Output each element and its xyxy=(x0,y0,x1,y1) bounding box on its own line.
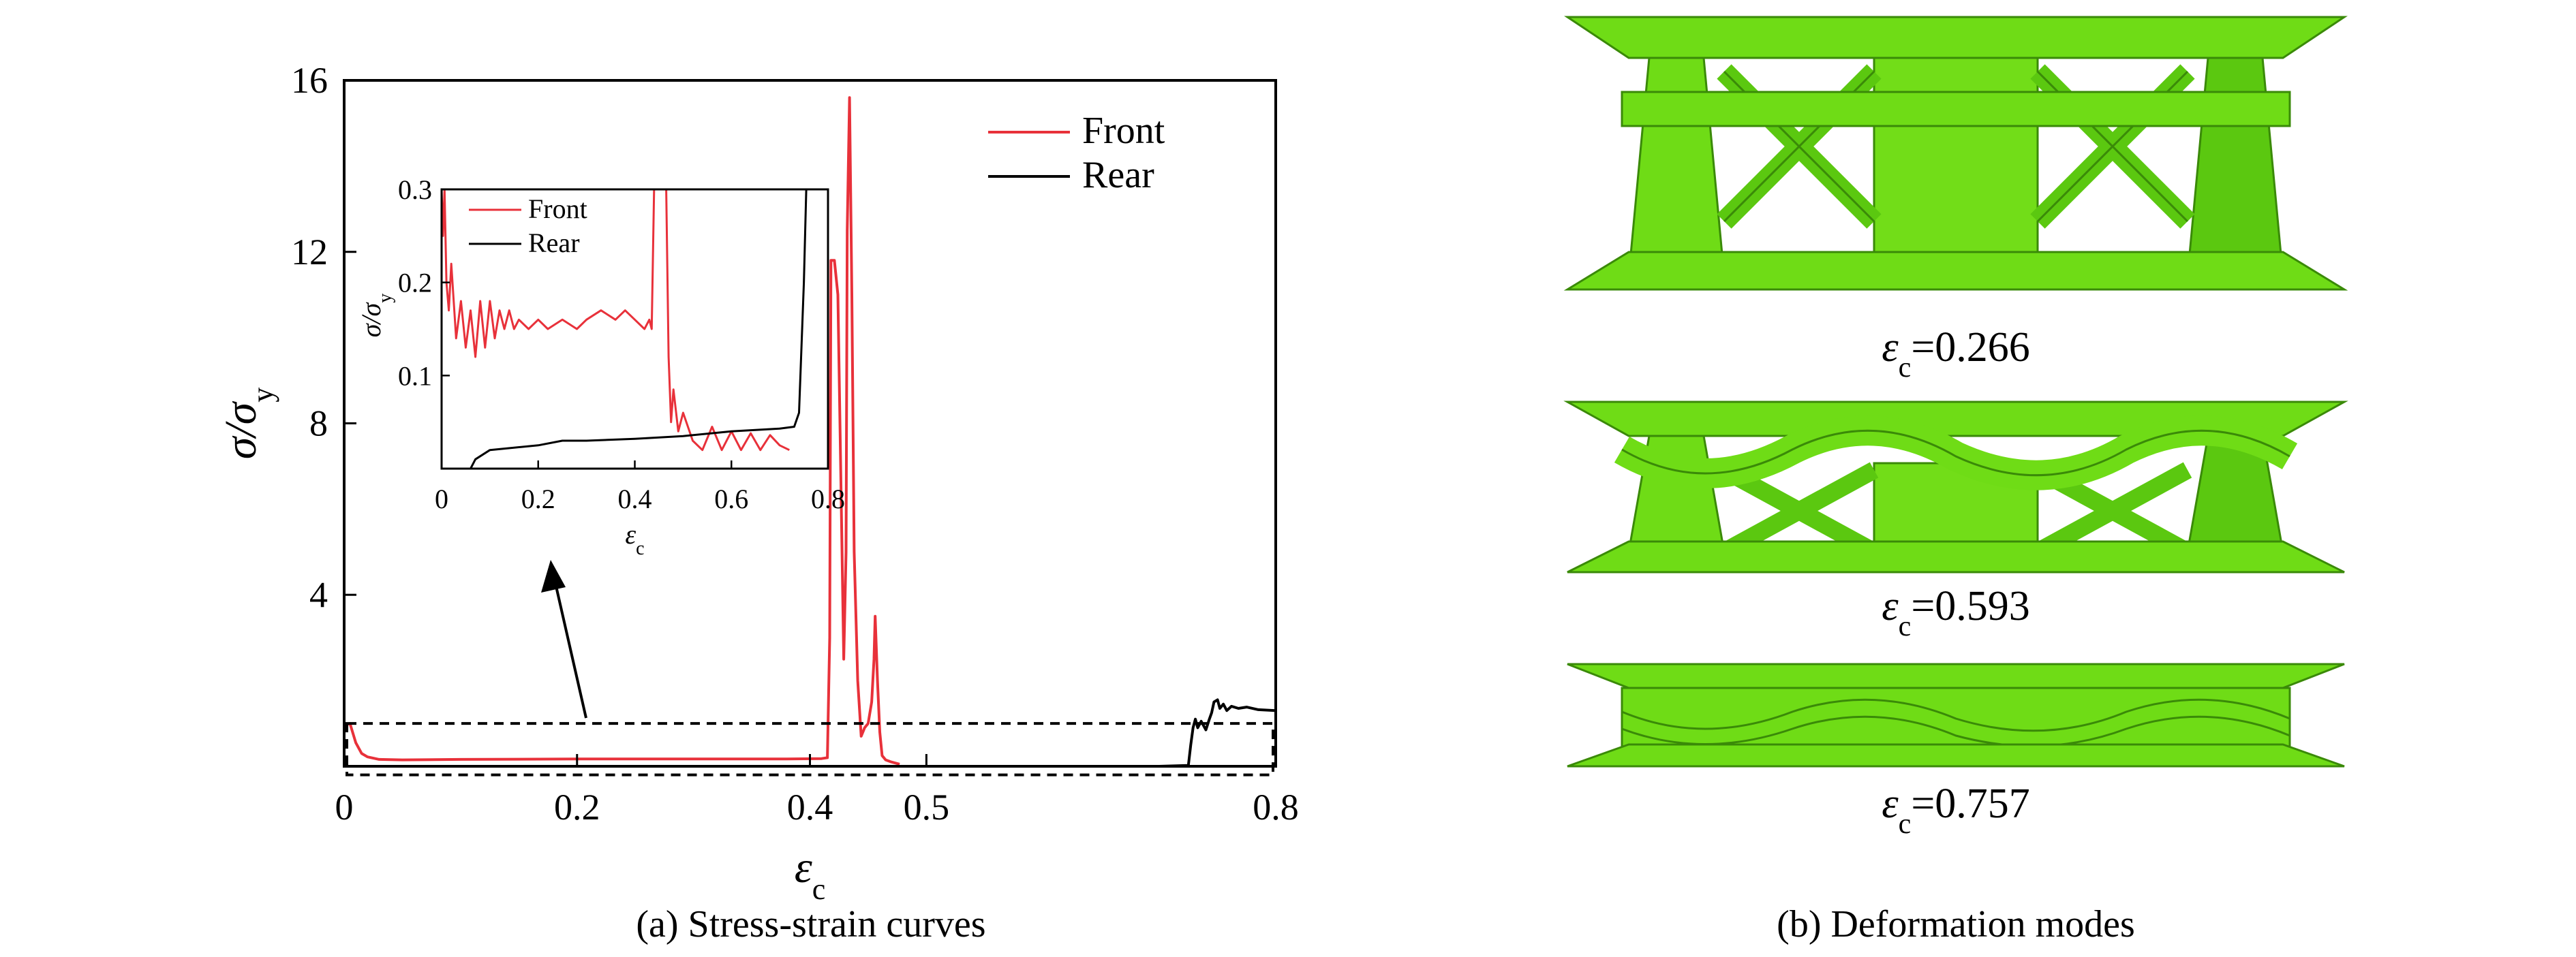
main-axis-ticks: 0 0.2 0.4 0.5 0.8 4 8 12 16 xyxy=(291,60,1299,828)
inset-x-tick-label: 0 xyxy=(435,484,448,514)
main-y-tick-label: 12 xyxy=(291,232,328,272)
inset-background xyxy=(442,189,828,469)
zoom-arrow-head xyxy=(541,560,566,593)
deformation-state-3-image xyxy=(1567,663,2345,768)
main-y-axis-label: σ/σy xyxy=(216,388,279,459)
inset-x-tick-label: 0.8 xyxy=(811,484,845,514)
main-legend-label-front: Front xyxy=(1082,110,1165,152)
inset-legend-label-front: Front xyxy=(528,193,587,224)
main-x-tick-label: 0.4 xyxy=(787,787,833,828)
main-x-tick-label: 0.2 xyxy=(554,787,600,828)
inset-series-line-front xyxy=(442,189,790,452)
inset-axis-ticks: 0 0.2 0.4 0.6 0.8 0.1 0.2 0.3 xyxy=(398,174,845,514)
main-x-tick-label: 0 xyxy=(335,787,354,828)
zoom-annotation xyxy=(346,560,1274,776)
inset-series-line-rear xyxy=(470,189,808,469)
inset-y-tick-label: 0.1 xyxy=(398,360,432,391)
inset-chart: 0 0.2 0.4 0.6 0.8 0.1 0.2 0.3 εc σ/σy Front Rear xyxy=(356,174,845,559)
inset-y-tick-label: 0.2 xyxy=(398,268,432,298)
main-x-tick-label: 0.8 xyxy=(1253,787,1299,828)
panel-b-caption: (b) Deformation modes xyxy=(1777,903,2135,945)
zoom-region-box xyxy=(346,722,1274,776)
main-series-line-front xyxy=(344,96,900,766)
main-y-tick-label: 8 xyxy=(309,403,328,444)
main-x-axis-label: εc xyxy=(795,843,826,906)
deformation-state-2-image xyxy=(1563,401,2348,574)
deformation-state-3-label: εc=0.757 xyxy=(1882,781,2030,840)
inset-legend-label-rear: Rear xyxy=(528,228,580,258)
inset-y-tick-label: 0.3 xyxy=(398,174,432,205)
inset-y-axis-label: σ/σy xyxy=(356,294,396,338)
inset-x-tick-label: 0.2 xyxy=(521,484,555,514)
inset-series-lines xyxy=(442,189,808,469)
zoom-arrow-shaft xyxy=(553,580,587,719)
main-y-tick-label: 16 xyxy=(291,60,328,101)
inset-x-tick-label: 0.6 xyxy=(714,484,748,514)
deformation-modes: εc=0.266 εc=0.593 εc=0.757 (b) Defo xyxy=(1563,16,2348,945)
main-y-tick-label: 4 xyxy=(309,574,328,615)
panel-a-caption: (a) Stress-strain curves xyxy=(636,903,985,945)
inset-x-axis-label: εc xyxy=(625,519,644,559)
deformation-state-2-label: εc=0.593 xyxy=(1882,583,2030,642)
inset-legend: Front Rear xyxy=(469,193,587,258)
main-x-tick-label: 0.5 xyxy=(904,787,950,828)
main-legend-label-rear: Rear xyxy=(1082,154,1154,196)
deformation-state-1-image xyxy=(1563,16,2348,291)
deformation-state-1-label: εc=0.266 xyxy=(1882,324,2030,383)
inset-x-tick-label: 0.4 xyxy=(618,484,652,514)
